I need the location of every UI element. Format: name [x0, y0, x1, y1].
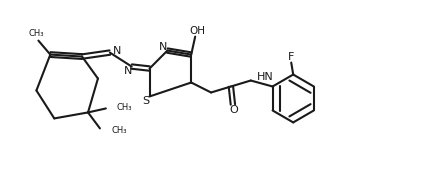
Text: F: F: [288, 52, 294, 62]
Text: HN: HN: [257, 72, 273, 82]
Text: CH₃: CH₃: [117, 103, 132, 112]
Text: CH₃: CH₃: [28, 29, 44, 38]
Text: S: S: [142, 96, 149, 106]
Text: OH: OH: [189, 26, 205, 36]
Text: N: N: [124, 66, 132, 76]
Text: O: O: [230, 106, 238, 115]
Text: CH₃: CH₃: [111, 126, 127, 135]
Text: N: N: [159, 42, 167, 52]
Text: N: N: [113, 46, 121, 56]
